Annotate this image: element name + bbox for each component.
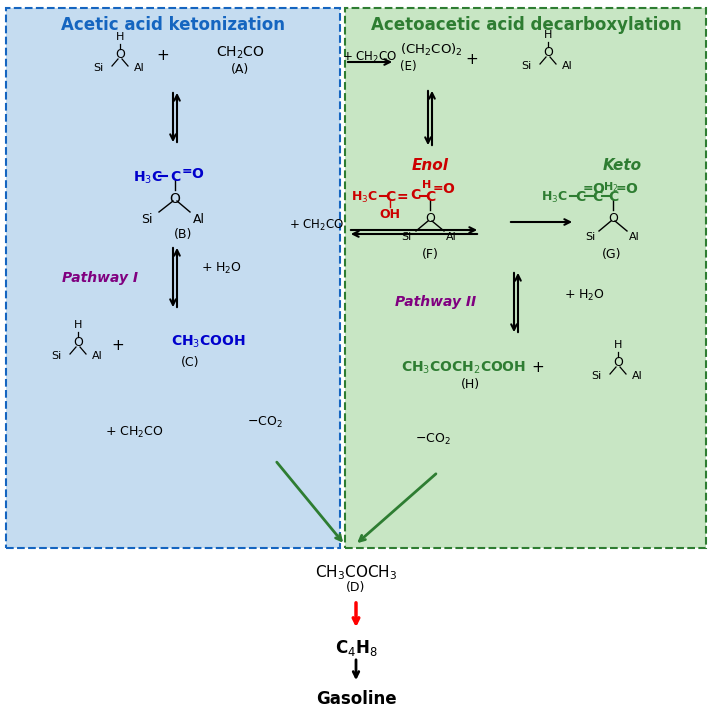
Text: O: O [73, 336, 83, 348]
Text: (E): (E) [400, 60, 417, 73]
Text: O: O [608, 212, 618, 225]
Text: CH$_2$CO: CH$_2$CO [216, 45, 264, 61]
Text: (CH$_2$CO)$_2$: (CH$_2$CO)$_2$ [400, 42, 463, 58]
Text: Al: Al [92, 351, 103, 361]
Text: =: = [433, 182, 444, 195]
Text: CH$_3$COCH$_3$: CH$_3$COCH$_3$ [315, 563, 397, 582]
Text: C: C [592, 190, 602, 204]
Text: CH$_3$COOH: CH$_3$COOH [171, 334, 246, 351]
Text: =: = [182, 165, 192, 178]
Text: C$_4$H$_8$: C$_4$H$_8$ [335, 638, 377, 658]
Text: O: O [425, 212, 435, 225]
Text: CH$_3$COCH$_2$COOH: CH$_3$COCH$_2$COOH [402, 360, 527, 376]
Text: Si: Si [94, 63, 104, 73]
Text: C: C [608, 190, 618, 204]
Text: C: C [425, 190, 435, 204]
Text: O: O [613, 356, 623, 368]
Text: Gasoline: Gasoline [315, 690, 397, 708]
Text: H$_2$: H$_2$ [603, 180, 619, 194]
Text: C: C [170, 170, 180, 184]
Text: + CH$_2$CO: + CH$_2$CO [289, 218, 344, 233]
Text: O: O [115, 48, 125, 60]
Text: =: = [582, 182, 593, 195]
Text: +: + [532, 360, 545, 375]
Text: H: H [116, 32, 124, 42]
Text: $-$CO$_2$: $-$CO$_2$ [247, 415, 283, 430]
Text: + CH$_2$CO: + CH$_2$CO [342, 50, 397, 65]
Text: Si: Si [142, 213, 153, 226]
Text: $-$CO$_2$: $-$CO$_2$ [415, 432, 451, 447]
Text: Pathway II: Pathway II [395, 295, 476, 309]
Text: H: H [422, 180, 431, 190]
Text: Al: Al [134, 63, 145, 73]
Text: (C): (C) [181, 356, 199, 369]
Text: Acetic acid ketonization: Acetic acid ketonization [61, 16, 285, 34]
Text: Si: Si [585, 232, 595, 242]
Text: O: O [169, 192, 180, 206]
Text: + H$_2$O: + H$_2$O [201, 260, 243, 276]
Text: Keto: Keto [602, 158, 642, 173]
Text: +: + [157, 48, 169, 63]
Text: (B): (B) [174, 228, 192, 241]
Text: H$_3$C: H$_3$C [133, 170, 163, 186]
Text: H: H [74, 320, 82, 330]
Text: Al: Al [629, 232, 640, 242]
Text: Al: Al [632, 371, 643, 381]
Text: H: H [544, 30, 553, 40]
Text: Si: Si [52, 351, 62, 361]
Text: Acetoacetic acid decarboxylation: Acetoacetic acid decarboxylation [371, 16, 681, 34]
Text: + CH$_2$CO: + CH$_2$CO [105, 425, 164, 440]
Text: =: = [616, 182, 627, 195]
Text: H$_3$C: H$_3$C [351, 190, 378, 205]
Text: C: C [575, 190, 585, 204]
Text: O: O [592, 182, 604, 196]
Text: =: = [396, 190, 408, 204]
Text: C: C [385, 190, 395, 204]
Text: Si: Si [402, 232, 412, 242]
Text: O: O [625, 182, 637, 196]
Text: Si: Si [592, 371, 602, 381]
Text: C: C [410, 188, 420, 202]
Text: (F): (F) [422, 248, 439, 261]
Bar [6, 8, 340, 548]
Text: Pathway I: Pathway I [62, 271, 138, 285]
Text: Al: Al [193, 213, 205, 226]
Text: O: O [543, 46, 553, 58]
Text: (H): (H) [461, 378, 480, 391]
Text: OH: OH [379, 208, 400, 221]
Text: +: + [466, 53, 478, 68]
Text: (D): (D) [346, 581, 366, 594]
Text: (A): (A) [231, 63, 249, 76]
Text: O: O [442, 182, 454, 196]
Bar [345, 8, 706, 548]
Text: + H$_2$O: + H$_2$O [565, 287, 605, 303]
Text: Si: Si [522, 61, 532, 71]
Text: H: H [614, 340, 622, 350]
Text: Al: Al [446, 232, 457, 242]
Text: O: O [191, 167, 203, 181]
Text: Enol: Enol [412, 158, 449, 173]
Text: (G): (G) [602, 248, 622, 261]
Text: Al: Al [562, 61, 572, 71]
Text: +: + [112, 338, 125, 353]
Text: H$_3$C: H$_3$C [541, 190, 568, 205]
